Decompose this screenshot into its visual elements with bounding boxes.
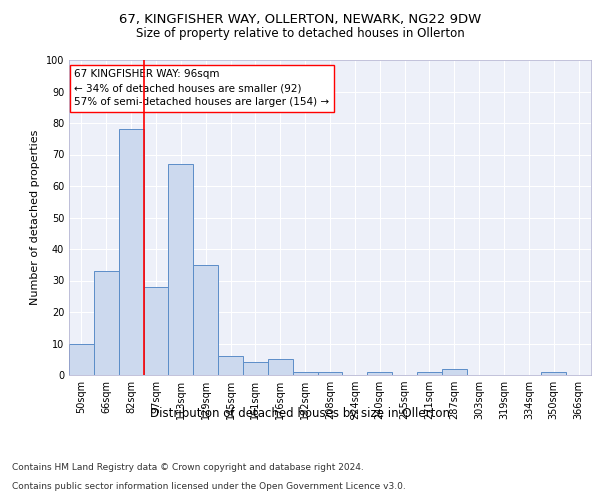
Bar	[268, 359, 293, 375]
Bar	[293, 372, 317, 375]
Text: 67, KINGFISHER WAY, OLLERTON, NEWARK, NG22 9DW: 67, KINGFISHER WAY, OLLERTON, NEWARK, NG…	[119, 12, 481, 26]
Text: Size of property relative to detached houses in Ollerton: Size of property relative to detached ho…	[136, 28, 464, 40]
Bar	[367, 372, 392, 375]
Bar	[243, 362, 268, 375]
Bar	[417, 372, 442, 375]
Text: Distribution of detached houses by size in Ollerton: Distribution of detached houses by size …	[150, 408, 450, 420]
Bar	[94, 271, 119, 375]
Bar	[193, 265, 218, 375]
Bar	[218, 356, 243, 375]
Bar	[143, 287, 169, 375]
Bar	[541, 372, 566, 375]
Y-axis label: Number of detached properties: Number of detached properties	[30, 130, 40, 305]
Bar	[169, 164, 193, 375]
Bar	[119, 130, 143, 375]
Bar	[69, 344, 94, 375]
Text: 67 KINGFISHER WAY: 96sqm
← 34% of detached houses are smaller (92)
57% of semi-d: 67 KINGFISHER WAY: 96sqm ← 34% of detach…	[74, 70, 329, 108]
Text: Contains HM Land Registry data © Crown copyright and database right 2024.: Contains HM Land Registry data © Crown c…	[12, 464, 364, 472]
Text: Contains public sector information licensed under the Open Government Licence v3: Contains public sector information licen…	[12, 482, 406, 491]
Bar	[317, 372, 343, 375]
Bar	[442, 368, 467, 375]
